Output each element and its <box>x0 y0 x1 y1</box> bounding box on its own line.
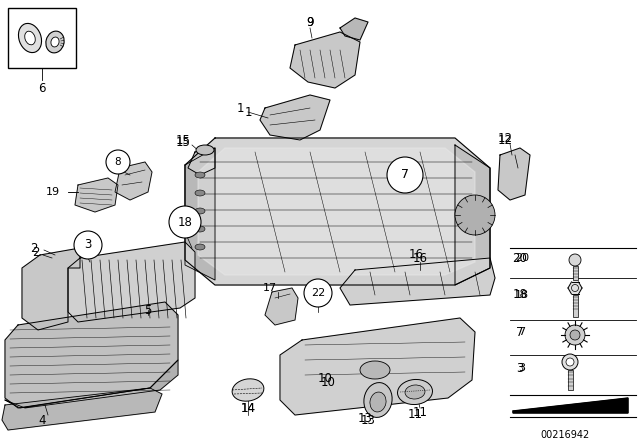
Text: 00216942: 00216942 <box>540 430 589 440</box>
Text: 1: 1 <box>236 102 244 115</box>
Ellipse shape <box>370 392 386 412</box>
Text: 6: 6 <box>38 82 45 95</box>
Text: 11: 11 <box>408 409 422 422</box>
Ellipse shape <box>232 379 264 401</box>
Text: 12: 12 <box>497 134 513 146</box>
Ellipse shape <box>195 190 205 196</box>
Text: 9: 9 <box>307 16 314 29</box>
Text: 4: 4 <box>38 414 45 426</box>
Polygon shape <box>498 148 530 200</box>
Text: 2: 2 <box>31 241 38 254</box>
Polygon shape <box>198 148 475 275</box>
Ellipse shape <box>195 208 205 214</box>
Polygon shape <box>5 302 178 408</box>
Ellipse shape <box>25 31 35 45</box>
Text: 15: 15 <box>175 135 191 148</box>
Text: 18: 18 <box>515 290 529 300</box>
Ellipse shape <box>195 172 205 178</box>
Circle shape <box>570 330 580 340</box>
Text: 11: 11 <box>413 405 428 418</box>
Ellipse shape <box>397 379 433 405</box>
Text: 19: 19 <box>46 187 60 197</box>
Text: 7: 7 <box>518 327 525 337</box>
Polygon shape <box>185 138 490 285</box>
Text: 15: 15 <box>175 134 191 146</box>
Bar <box>573 295 577 317</box>
Polygon shape <box>280 318 475 415</box>
Polygon shape <box>568 282 582 294</box>
Circle shape <box>169 206 201 238</box>
Text: 18: 18 <box>513 289 527 302</box>
Polygon shape <box>260 95 330 140</box>
Polygon shape <box>2 388 162 430</box>
Text: 9: 9 <box>307 16 314 29</box>
Circle shape <box>455 195 495 235</box>
Ellipse shape <box>46 31 64 53</box>
Bar <box>568 370 573 390</box>
Text: 16: 16 <box>413 251 428 264</box>
Ellipse shape <box>51 37 59 47</box>
Text: 16: 16 <box>408 249 424 262</box>
Text: 13: 13 <box>360 414 376 426</box>
Text: 3: 3 <box>518 363 525 373</box>
Ellipse shape <box>195 226 205 232</box>
Ellipse shape <box>196 145 214 155</box>
Polygon shape <box>5 360 178 408</box>
Text: 12: 12 <box>497 132 513 145</box>
Polygon shape <box>290 32 360 88</box>
Ellipse shape <box>364 383 392 418</box>
Circle shape <box>74 231 102 259</box>
Text: 2: 2 <box>32 246 40 258</box>
Polygon shape <box>340 18 368 40</box>
Ellipse shape <box>360 361 390 379</box>
Text: 7: 7 <box>401 168 409 181</box>
Circle shape <box>569 254 581 266</box>
Circle shape <box>387 157 423 193</box>
Text: 20: 20 <box>513 251 527 264</box>
Ellipse shape <box>405 385 425 399</box>
Text: 7: 7 <box>516 326 524 339</box>
Polygon shape <box>115 162 152 200</box>
Polygon shape <box>188 148 215 175</box>
Text: 20: 20 <box>515 253 529 263</box>
Text: 3: 3 <box>516 362 524 375</box>
Text: 5: 5 <box>144 303 152 316</box>
Bar <box>573 266 577 280</box>
Text: 14: 14 <box>241 401 255 414</box>
Polygon shape <box>455 145 490 285</box>
Polygon shape <box>75 178 118 212</box>
Ellipse shape <box>195 244 205 250</box>
Text: 3: 3 <box>84 238 92 251</box>
Polygon shape <box>185 148 215 280</box>
Text: 13: 13 <box>358 412 372 425</box>
Polygon shape <box>340 258 495 305</box>
Circle shape <box>304 279 332 307</box>
Text: 22: 22 <box>311 288 325 298</box>
Bar <box>8 8 76 68</box>
Circle shape <box>565 325 585 345</box>
Polygon shape <box>265 288 298 325</box>
Text: 18: 18 <box>177 215 193 228</box>
Text: 8: 8 <box>115 157 122 167</box>
Polygon shape <box>22 248 80 330</box>
Polygon shape <box>513 398 628 413</box>
Text: 17: 17 <box>263 283 277 293</box>
Polygon shape <box>68 242 195 322</box>
Circle shape <box>106 150 130 174</box>
Text: 14: 14 <box>241 401 255 414</box>
Text: 10: 10 <box>321 375 335 388</box>
Text: 10: 10 <box>317 371 332 384</box>
Circle shape <box>566 358 574 366</box>
Circle shape <box>562 354 578 370</box>
Ellipse shape <box>19 23 42 52</box>
Text: 1: 1 <box>244 105 252 119</box>
